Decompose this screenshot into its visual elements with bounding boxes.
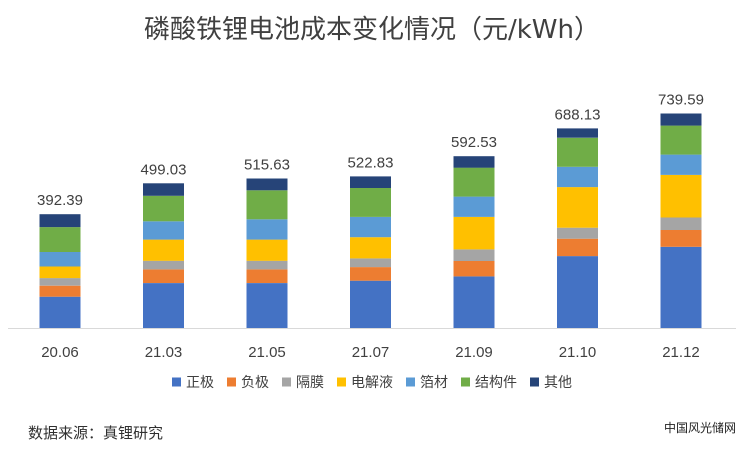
bar-segment-6-4 xyxy=(453,156,495,168)
chart-title: 磷酸铁锂电池成本变化情况（元/kWh） xyxy=(144,15,600,45)
x-tick-label: 21.03 xyxy=(145,344,183,361)
legend-swatch xyxy=(337,377,346,387)
total-label: 592.53 xyxy=(451,134,497,151)
bar-segment-1-5 xyxy=(557,238,598,257)
bar-segment-1-4 xyxy=(453,261,495,277)
watermark: 中国风光储网 xyxy=(664,420,736,435)
bar-segment-4-1 xyxy=(143,221,184,240)
bar-segment-1-1 xyxy=(143,269,184,283)
bar-segment-1-6 xyxy=(660,230,702,247)
bar-segment-0-5 xyxy=(557,256,598,328)
x-tick-label: 21.09 xyxy=(455,344,493,361)
bar-segment-6-0 xyxy=(39,214,81,228)
legend-label: 其他 xyxy=(544,375,572,391)
total-label: 739.59 xyxy=(658,92,704,109)
legend-label: 箔材 xyxy=(420,375,448,391)
x-tick-label: 21.07 xyxy=(352,344,390,361)
source-note: 数据来源：真锂研究 xyxy=(28,424,163,442)
bar-segment-5-2 xyxy=(246,190,288,220)
bar-segment-2-0 xyxy=(39,278,81,286)
bar-segment-2-2 xyxy=(246,260,288,270)
bar-segment-4-5 xyxy=(557,166,598,188)
legend-label: 结构件 xyxy=(475,375,517,391)
legend-swatch xyxy=(461,377,470,387)
bar-segment-2-3 xyxy=(350,258,391,268)
x-tick-label: 21.12 xyxy=(662,344,700,361)
legend-item-4: 箔材 xyxy=(406,375,448,391)
bar-segment-3-5 xyxy=(557,187,598,228)
legend-item-2: 隔膜 xyxy=(282,375,324,391)
x-tick-label: 21.05 xyxy=(248,344,286,361)
total-label: 515.63 xyxy=(244,157,290,174)
legend-label: 电解液 xyxy=(351,375,393,391)
total-label: 688.13 xyxy=(555,106,601,123)
total-label: 392.39 xyxy=(37,192,83,209)
bar-segment-0-1 xyxy=(143,283,184,328)
legend-item-1: 负极 xyxy=(227,375,269,391)
x-tick-label: 21.10 xyxy=(559,344,597,361)
bar-segment-0-2 xyxy=(246,283,288,328)
bar-segment-5-5 xyxy=(557,137,598,167)
bar-segment-5-3 xyxy=(350,187,391,217)
legend-swatch xyxy=(530,377,539,387)
legend-swatch xyxy=(172,377,181,387)
bar-segment-0-6 xyxy=(660,246,702,328)
bar-segment-6-1 xyxy=(143,183,184,196)
x-tick-label: 20.06 xyxy=(41,344,79,361)
bar-segment-3-1 xyxy=(143,239,184,261)
legend-item-0: 正极 xyxy=(172,375,214,391)
bar-segment-2-5 xyxy=(557,227,598,239)
bar-segment-4-3 xyxy=(350,216,391,238)
legend-label: 负极 xyxy=(241,375,269,391)
legend-item-6: 其他 xyxy=(530,375,572,391)
total-label: 499.03 xyxy=(141,161,187,178)
bar-segment-3-4 xyxy=(453,216,495,250)
bar-segment-6-6 xyxy=(660,113,702,126)
bar-segment-6-2 xyxy=(246,178,288,191)
legend-swatch xyxy=(227,377,236,387)
bar-segment-1-2 xyxy=(246,269,288,283)
bar-segment-4-4 xyxy=(453,196,495,217)
total-label: 522.83 xyxy=(348,154,394,171)
bar-segment-6-3 xyxy=(350,176,391,188)
bar-segment-2-6 xyxy=(660,217,702,230)
legend-swatch xyxy=(282,377,291,387)
bar-segment-4-2 xyxy=(246,219,288,240)
legend-label: 隔膜 xyxy=(296,375,324,391)
bar-segment-0-4 xyxy=(453,276,495,328)
legend-item-3: 电解液 xyxy=(337,375,393,391)
legend-label: 正极 xyxy=(186,375,214,391)
bar-segment-2-4 xyxy=(453,249,495,261)
bar-segment-3-0 xyxy=(39,266,81,279)
bar-segment-1-3 xyxy=(350,267,391,281)
bar-segment-4-0 xyxy=(39,252,81,267)
total-labels-group: 392.39 499.03 515.63 522.83 592.53 688.13 739.… xyxy=(37,92,704,210)
bar-segment-3-3 xyxy=(350,237,391,259)
bar-segment-3-2 xyxy=(246,239,288,261)
x-tick-labels-group: 20.06 21.03 21.05 21.07 21.09 21.10 21.12 xyxy=(41,344,700,361)
legend-item-5: 结构件 xyxy=(461,375,517,391)
legend-swatch xyxy=(406,377,415,387)
bar-segment-0-3 xyxy=(350,280,391,328)
bar-segment-6-5 xyxy=(557,128,598,138)
legend: 正极 负极 隔膜 电解液 箔材 结构件 其他 xyxy=(172,375,572,391)
bar-segment-5-4 xyxy=(453,167,495,197)
bar-segment-3-6 xyxy=(660,174,702,218)
bar-segment-5-6 xyxy=(660,125,702,155)
bar-segment-5-0 xyxy=(39,227,81,252)
bar-segment-1-0 xyxy=(39,285,81,297)
bar-segment-4-6 xyxy=(660,154,702,175)
bar-segment-0-0 xyxy=(39,296,81,328)
bar-segment-2-1 xyxy=(143,260,184,270)
bar-segment-5-1 xyxy=(143,195,184,222)
bars-group xyxy=(39,113,702,328)
